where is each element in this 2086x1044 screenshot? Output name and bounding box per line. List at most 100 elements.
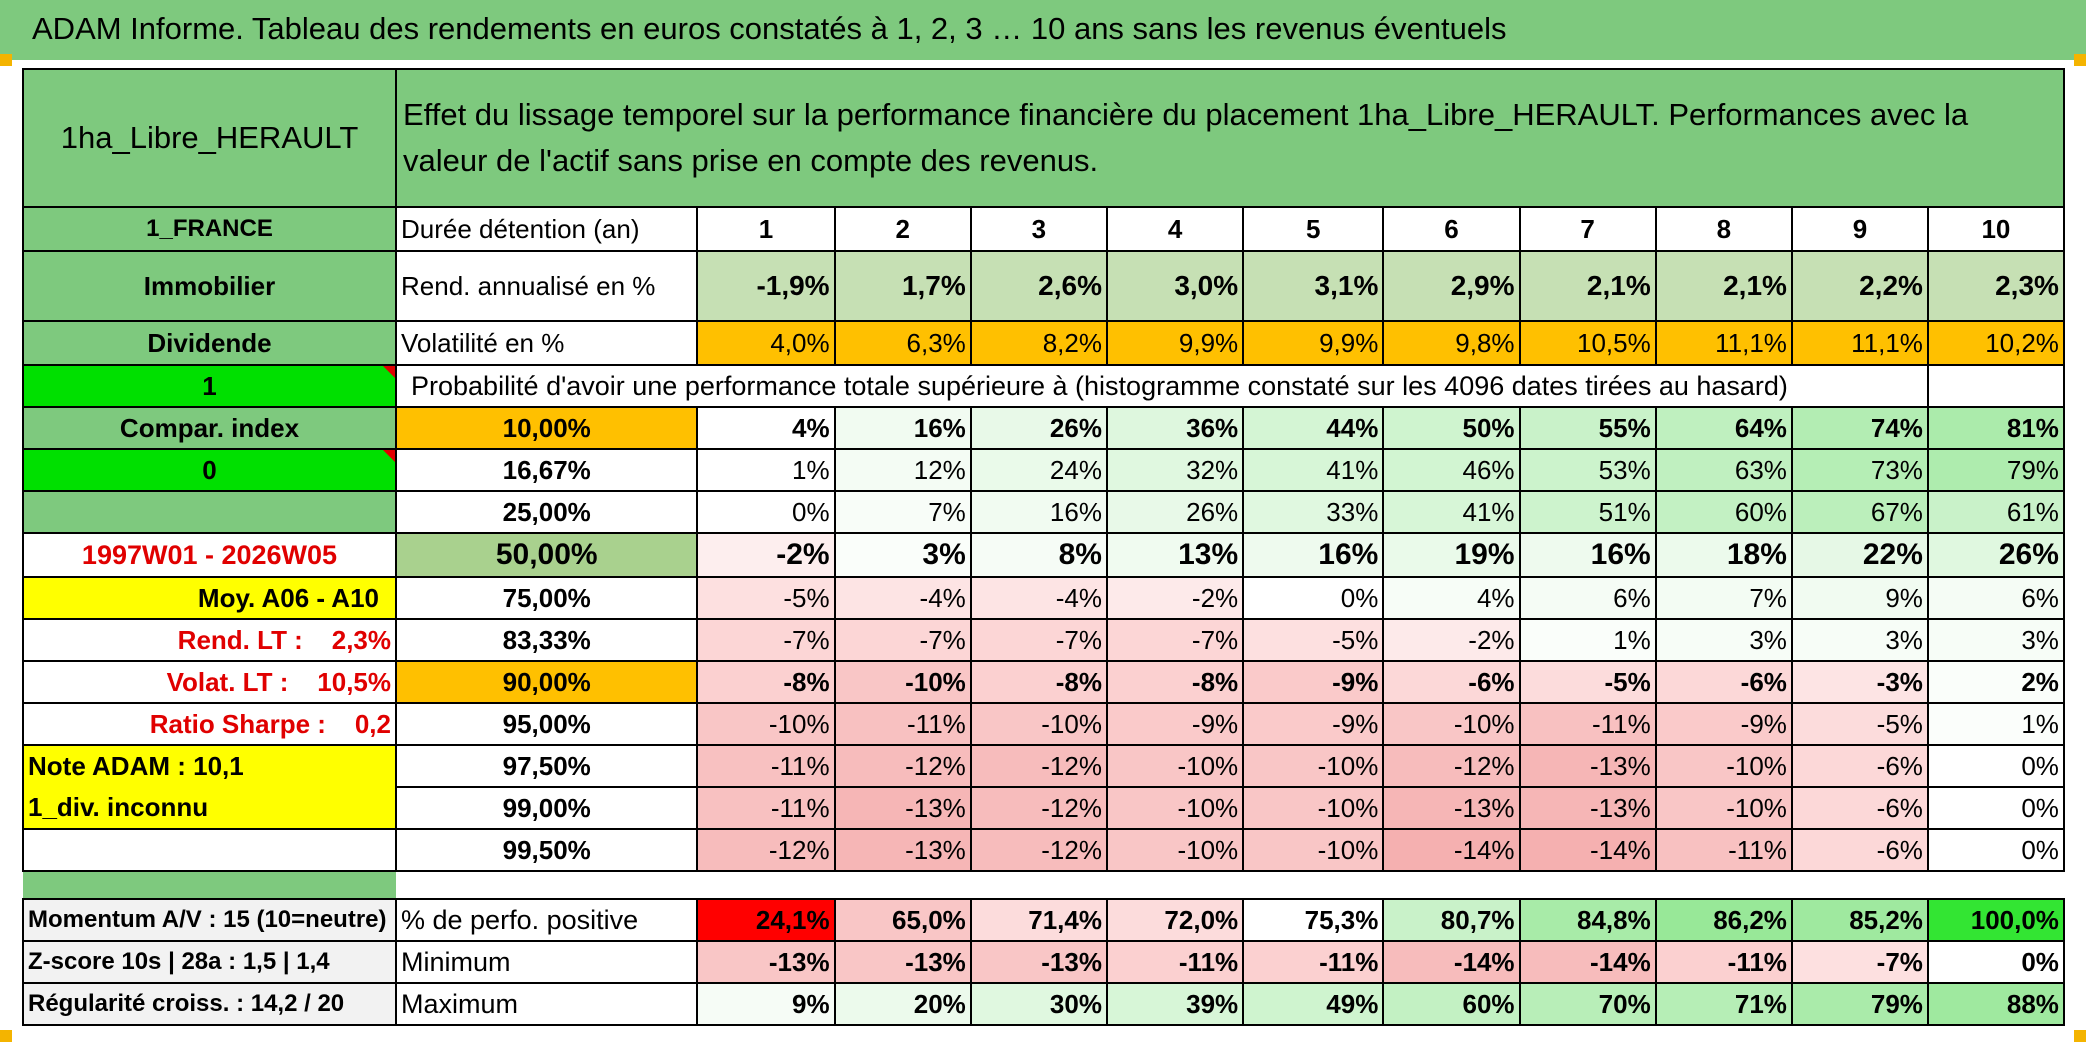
volatility-row: Dividende Volatilité en % 4,0% 6,3% 8,2% 9,… xyxy=(22,320,2065,366)
quantile-value: 1% xyxy=(1926,702,2065,746)
asset-class-label: Immobilier xyxy=(22,250,397,322)
quantile-value: -5% xyxy=(1790,702,1929,746)
positive-perf-value: 72,0% xyxy=(1105,898,1245,942)
quantile-value: -8% xyxy=(969,660,1108,704)
quantile-value: -2% xyxy=(1105,576,1245,620)
quantile-label: 97,50% xyxy=(394,744,699,788)
quantile-value: -12% xyxy=(969,786,1108,830)
quantile-value: -10% xyxy=(1105,744,1245,788)
quantile-row: Ratio Sharpe : 0,2 95,00% -10% -11% -10% -9% -… xyxy=(22,702,2065,746)
positive-perf-value: 86,2% xyxy=(1654,898,1793,942)
minimum-value: -13% xyxy=(969,940,1108,984)
year-header: 9 xyxy=(1790,206,1929,252)
quantile-label: 75,00% xyxy=(394,576,699,620)
year-header: 8 xyxy=(1654,206,1793,252)
minimum-value: -14% xyxy=(1382,940,1521,984)
quantile-row: 1997W01 - 2026W05 50,00% -2% 3% 8% 13% 16% 19% 1… xyxy=(22,532,2065,578)
quantile-value: -13% xyxy=(1518,744,1657,788)
quantile-value: -10% xyxy=(969,702,1108,746)
spacer-green-cell xyxy=(23,870,396,900)
quantile-value: 1% xyxy=(1518,618,1657,662)
summary-row: Z-score 10s | 28a : 1,5 | 1,4 Minimum -13%… xyxy=(22,940,2065,984)
volatility-label: Volatilité en % xyxy=(394,320,699,366)
quantile-value: -10% xyxy=(833,660,972,704)
volatility-value: 10,2% xyxy=(1926,320,2065,366)
quantile-row: 1_div. inconnu 99,00% -11% -13% -12% -10% -10%… xyxy=(22,786,2065,830)
quantile-value: 16% xyxy=(1518,532,1657,578)
maximum-value: 88% xyxy=(1926,982,2065,1026)
quantile-value: -3% xyxy=(1790,660,1929,704)
quantile-value: -13% xyxy=(833,828,972,872)
quantile-value: 61% xyxy=(1926,490,2065,534)
empty-cell xyxy=(1926,364,2065,408)
maximum-value: 70% xyxy=(1518,982,1657,1026)
quantile-value: -10% xyxy=(1105,828,1245,872)
positive-perf-value: 24,1% xyxy=(696,898,836,942)
flag-1-cell: 1 xyxy=(22,364,397,408)
spacer-row xyxy=(23,870,2064,900)
quantile-value: 81% xyxy=(1926,406,2065,450)
return-label: Rend. annualisé en % xyxy=(394,250,699,322)
minimum-value: -11% xyxy=(1105,940,1245,984)
quantile-value: -12% xyxy=(1382,744,1521,788)
quantile-value: -9% xyxy=(1654,702,1793,746)
positive-perf-value: 80,7% xyxy=(1382,898,1521,942)
quantile-value: -12% xyxy=(696,828,836,872)
volatility-value: 11,1% xyxy=(1790,320,1929,366)
quantile-value: -2% xyxy=(696,532,836,578)
quantile-value: -5% xyxy=(696,576,836,620)
quantile-value: 44% xyxy=(1242,406,1385,450)
quantile-value: 8% xyxy=(969,532,1108,578)
quantile-value: -5% xyxy=(1518,660,1657,704)
minimum-value: -7% xyxy=(1790,940,1929,984)
quantile-value: 33% xyxy=(1242,490,1385,534)
income-type-label: Dividende xyxy=(22,320,397,366)
quantile-value: 79% xyxy=(1926,448,2065,492)
report-title: ADAM Informe. Tableau des rendements en … xyxy=(0,0,2086,60)
quantile-value: 4% xyxy=(696,406,836,450)
quantile-value: 51% xyxy=(1518,490,1657,534)
header-row: 1ha_Libre_HERAULT Effet du lissage tempo… xyxy=(22,68,2065,208)
table-description: Effet du lissage temporel sur la perform… xyxy=(395,68,2065,208)
quantile-value: 16% xyxy=(833,406,972,450)
probability-label: Probabilité d'avoir une performance tota… xyxy=(395,364,1792,408)
annual-return-value: 3,1% xyxy=(1242,250,1385,322)
quantile-label: 10,00% xyxy=(394,406,699,450)
quantile-value: -6% xyxy=(1790,828,1929,872)
volatility-value: 9,9% xyxy=(1242,320,1385,366)
positive-perf-value: 71,4% xyxy=(969,898,1108,942)
quantile-value: -10% xyxy=(1382,702,1521,746)
volatility-value: 9,9% xyxy=(1105,320,1245,366)
quantile-value: 41% xyxy=(1382,490,1521,534)
spacer-cell xyxy=(396,871,2064,900)
frame-corner-marker xyxy=(0,1030,12,1042)
positive-perf-value: 85,2% xyxy=(1790,898,1929,942)
quantile-value: 24% xyxy=(969,448,1108,492)
empty-green-cell xyxy=(22,490,397,534)
minimum-value: -14% xyxy=(1518,940,1657,984)
annual-return-value: 1,7% xyxy=(833,250,972,322)
sharpe-label: Ratio Sharpe : 0,2 xyxy=(22,702,397,746)
quantile-value: 63% xyxy=(1654,448,1793,492)
quantile-value: -12% xyxy=(969,828,1108,872)
annual-return-value: 2,9% xyxy=(1382,250,1521,322)
quantile-value: -10% xyxy=(1654,744,1793,788)
moy-label: Moy. A06 - A10 xyxy=(22,576,397,620)
minimum-value: -11% xyxy=(1654,940,1793,984)
quantile-value: -5% xyxy=(1242,618,1385,662)
quantile-value: 4% xyxy=(1382,576,1521,620)
year-header: 2 xyxy=(833,206,972,252)
annual-return-value: 2,1% xyxy=(1518,250,1657,322)
quantile-value: -2% xyxy=(1382,618,1521,662)
quantile-value: 16% xyxy=(1242,532,1385,578)
summary-row: Régularité croiss. : 14,2 / 20 Maximum 9% 2… xyxy=(22,982,2065,1026)
fund-name: 1ha_Libre_HERAULT xyxy=(22,68,397,208)
quantile-value: 3% xyxy=(1654,618,1793,662)
quantile-value: 0% xyxy=(1242,576,1385,620)
year-header: 3 xyxy=(969,206,1108,252)
quantile-value: 2% xyxy=(1926,660,2065,704)
quantile-row: Moy. A06 - A10 75,00% -5% -4% -4% -2% 0% 4% 6% 7%… xyxy=(22,576,2065,620)
minimum-value: -11% xyxy=(1242,940,1385,984)
quantile-value: -10% xyxy=(1242,828,1385,872)
